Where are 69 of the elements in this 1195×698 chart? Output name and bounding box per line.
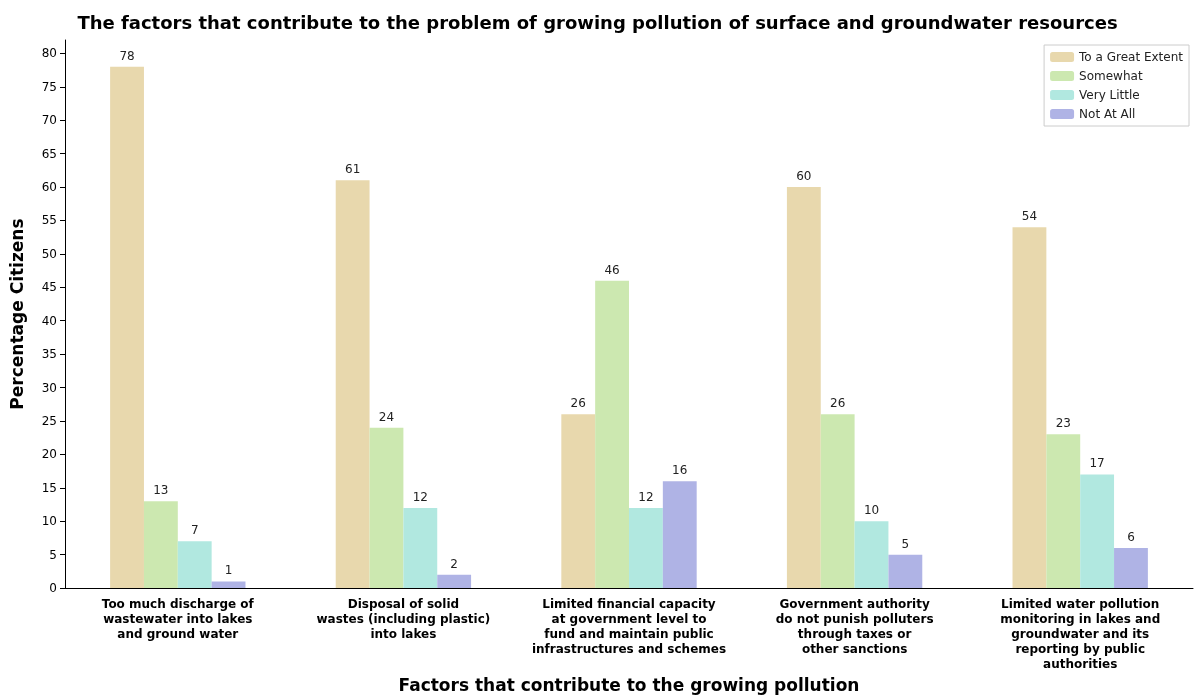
x-tick-label: Limited water pollution monitoring in lakes and groundwater and its reporting by public authorities — [1000, 596, 1161, 671]
bar — [1114, 548, 1148, 589]
y-axis-title: Percentage Citizens — [6, 218, 27, 410]
y-tick-label: 30 — [41, 380, 57, 395]
data-label: 26 — [570, 396, 586, 411]
y-tick-label: 70 — [41, 113, 57, 128]
bar — [403, 507, 438, 589]
data-label: 26 — [830, 396, 846, 411]
legend-label: To a Great Extent — [1078, 50, 1184, 64]
bar — [437, 574, 472, 589]
bar — [1046, 434, 1081, 589]
legend-label: Somewhat — [1079, 69, 1143, 83]
data-label: 54 — [1021, 209, 1038, 224]
bar — [820, 414, 855, 589]
data-label: 46 — [604, 262, 620, 277]
y-tick-label: 75 — [41, 79, 57, 94]
y-tick-label: 0 — [49, 581, 57, 596]
y-tick-label: 60 — [41, 180, 57, 195]
y-tick-label: 25 — [41, 414, 57, 428]
data-label: 23 — [1055, 416, 1071, 431]
y-tick-label: 80 — [41, 46, 57, 61]
data-label: 7 — [190, 523, 199, 538]
bar — [335, 180, 370, 589]
y-tick-label: 15 — [41, 480, 57, 495]
y-tick-label: 20 — [41, 447, 57, 462]
y-tick-label: 10 — [41, 514, 57, 529]
y-tick-label: 45 — [41, 280, 57, 295]
data-label: 16 — [672, 463, 688, 478]
bar — [854, 521, 889, 589]
bar — [211, 581, 246, 589]
data-label: 2 — [450, 556, 458, 571]
bar — [561, 414, 596, 589]
bar — [177, 541, 212, 589]
bar — [143, 501, 178, 589]
data-label: 24 — [378, 409, 395, 424]
bar — [662, 481, 697, 589]
bar — [888, 554, 923, 589]
y-tick-label: 40 — [41, 313, 57, 328]
y-tick-label: 65 — [41, 146, 57, 161]
x-tick-label: Too much discharge of wastewater into lakes and ground water — [101, 596, 255, 641]
bar — [629, 507, 663, 589]
data-label: 17 — [1089, 456, 1105, 471]
y-tick-label: 55 — [41, 213, 57, 228]
bar — [369, 427, 404, 589]
chart-title: The factors that contribute to the problem of growing pollution of surface and groundwater resources — [77, 11, 1118, 33]
x-tick-label: Disposal of solid wastes (including plastic) into lakes — [316, 596, 491, 641]
bar — [786, 187, 821, 589]
legend-label: Not At All — [1079, 107, 1136, 121]
data-label: 6 — [1127, 530, 1135, 544]
x-tick-label: Government authority do not punish polluters through taxes or other sanctions — [775, 596, 934, 656]
bar — [595, 280, 629, 589]
data-label: 78 — [119, 48, 135, 63]
data-label: 61 — [345, 162, 361, 177]
y-tick-label: 50 — [41, 246, 57, 261]
x-axis-title: Factors that contribute to the growing pollution — [398, 674, 860, 695]
y-tick-label: 35 — [41, 347, 57, 362]
data-label: 10 — [863, 503, 880, 518]
data-label: 12 — [638, 489, 654, 504]
bar — [1080, 474, 1115, 589]
x-tick-label: Limited financial capacity at government level to fund and maintain public infrastructures and schemes — [531, 596, 727, 656]
y-tick-label: 5 — [49, 547, 57, 562]
data-label: 5 — [901, 536, 910, 551]
data-label: 60 — [796, 169, 812, 184]
data-label: 13 — [153, 483, 169, 498]
bar — [110, 66, 144, 589]
data-label: 1 — [224, 563, 233, 578]
bar — [1012, 227, 1047, 589]
data-label: 12 — [412, 489, 428, 504]
legend-label: Very Little — [1079, 88, 1140, 102]
